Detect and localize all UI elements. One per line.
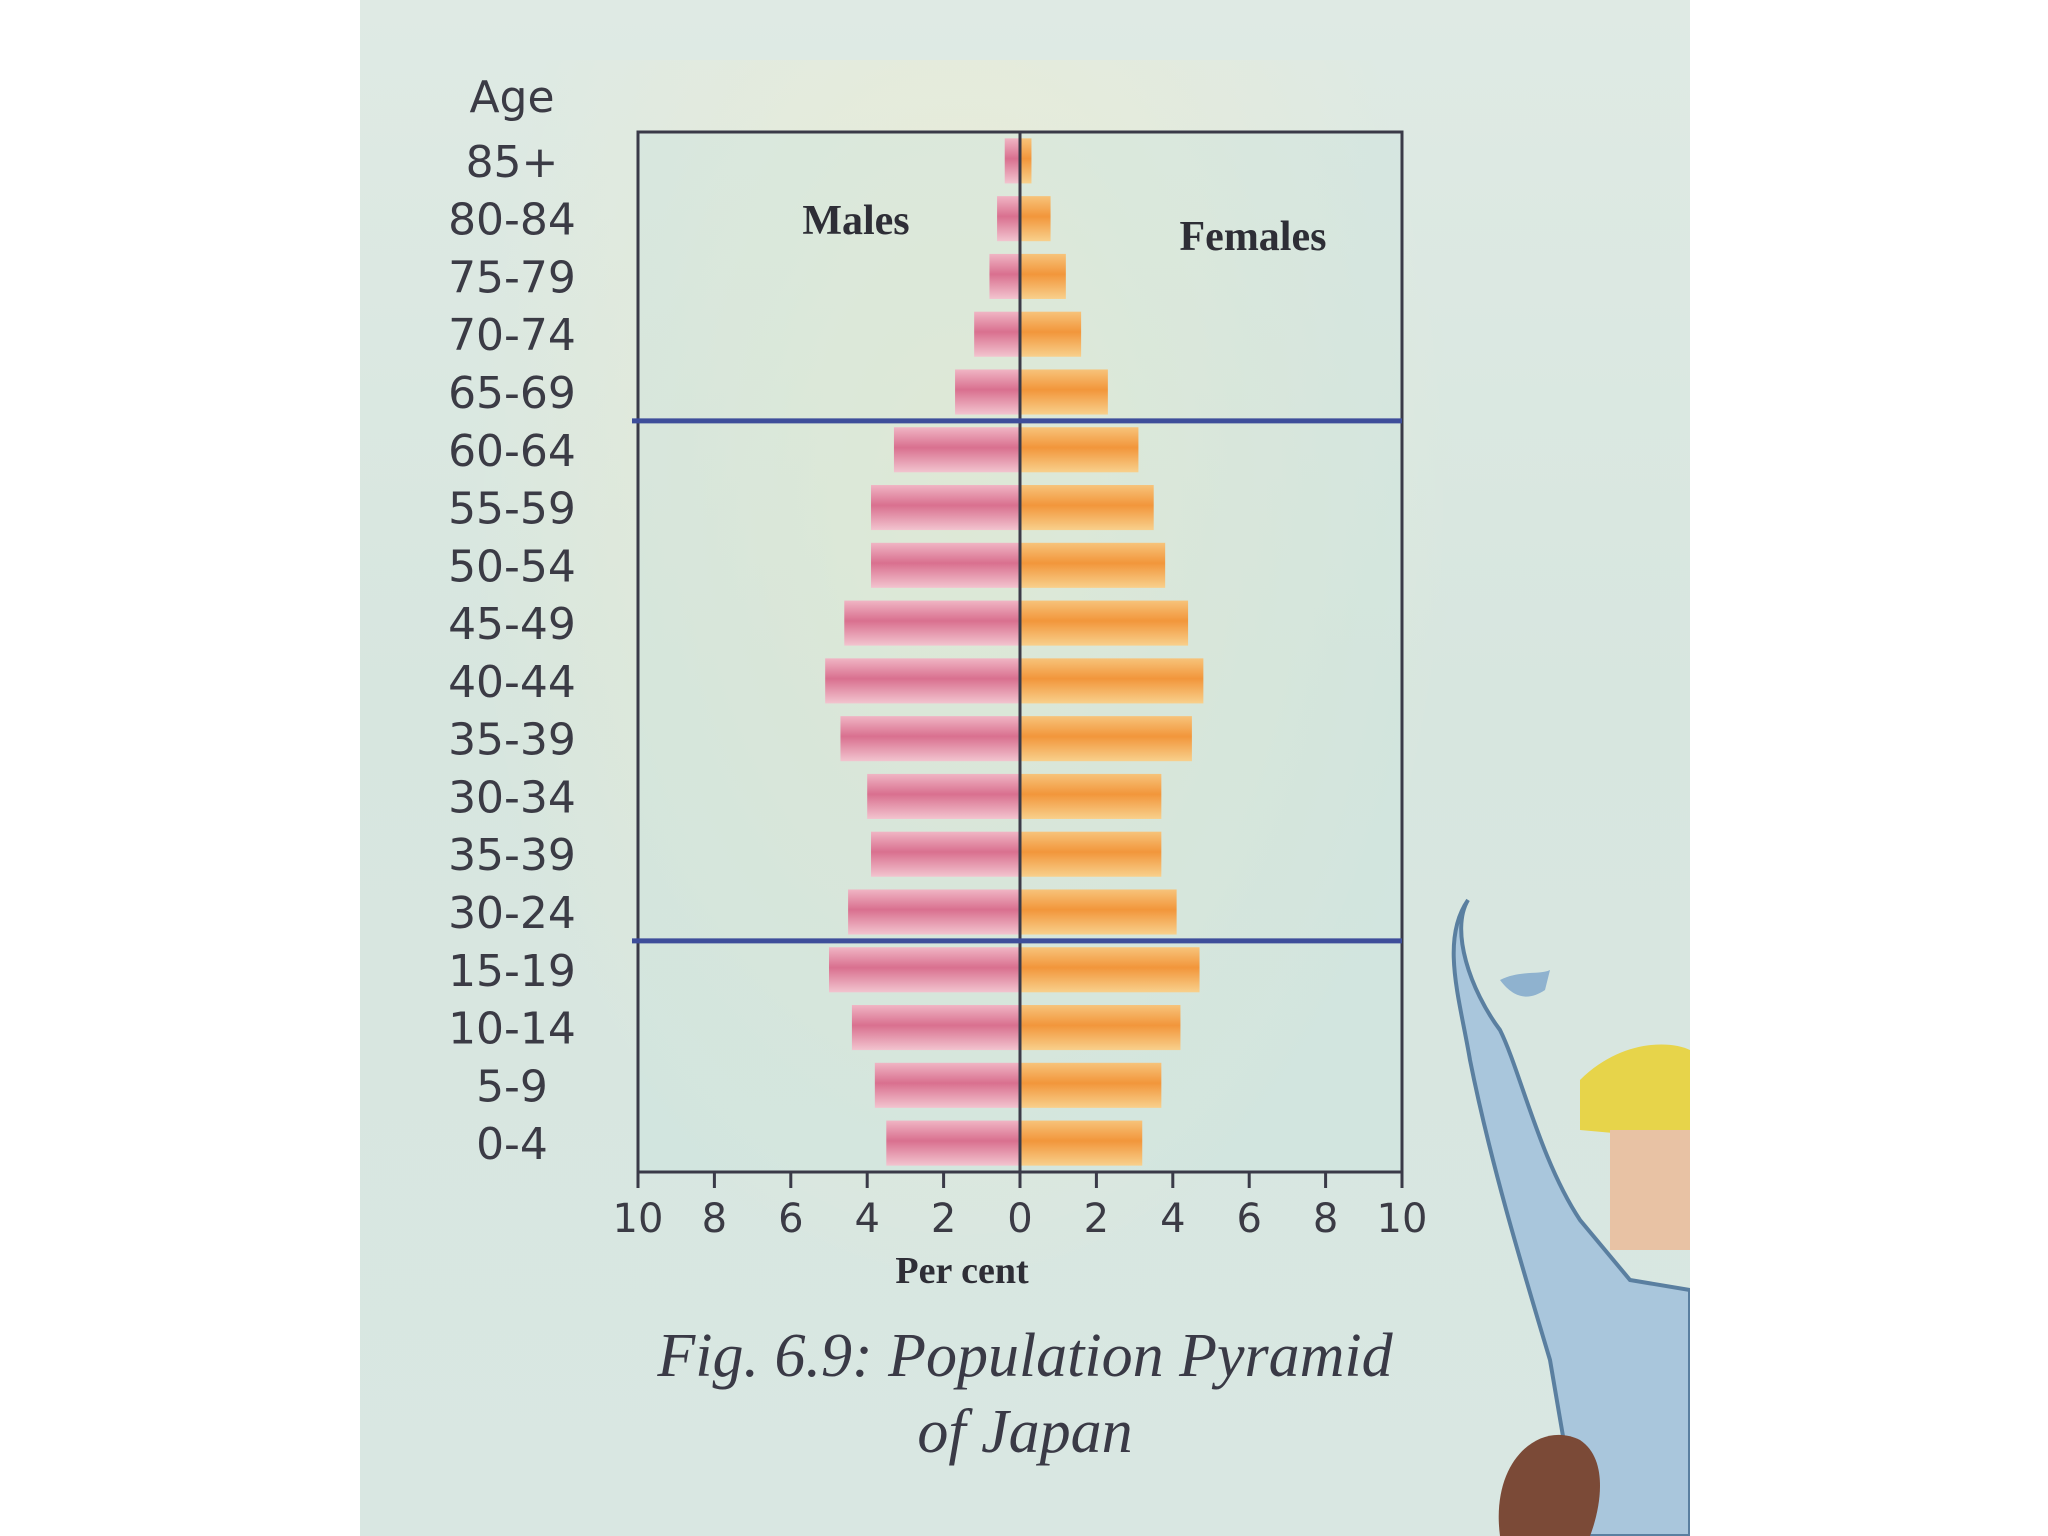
female-bar-7	[1020, 542, 1166, 588]
female-bar-13	[1020, 889, 1177, 935]
female-bar-8	[1020, 600, 1189, 646]
age-group-label: 5-9	[476, 1061, 548, 1112]
age-group-label: 50-54	[448, 541, 576, 592]
x-tick-label: 4	[854, 1196, 879, 1242]
female-bar-9	[1020, 658, 1204, 704]
male-bar-4	[955, 369, 1020, 415]
x-tick-label: 10	[1377, 1196, 1428, 1242]
caption-line-1: Fig. 6.9: Population Pyramid	[657, 1322, 1393, 1390]
female-bar-10	[1020, 716, 1192, 762]
caption-line-2: of Japan	[917, 1398, 1133, 1466]
female-bar-0	[1020, 138, 1032, 184]
figure-caption: Fig. 6.9: Population Pyramid of Japan	[360, 1318, 1690, 1470]
x-tick-label: 8	[1313, 1196, 1338, 1242]
x-axis-title: Per cent	[895, 1250, 1029, 1292]
face-shape	[1610, 1130, 1690, 1250]
female-bar-14	[1020, 947, 1200, 993]
x-tick-label: 4	[1160, 1196, 1185, 1242]
male-bar-8	[844, 600, 1020, 646]
male-bar-6	[871, 485, 1020, 531]
female-bar-16	[1020, 1062, 1162, 1108]
x-tick-label: 10	[613, 1196, 664, 1242]
male-bar-13	[848, 889, 1020, 935]
female-bar-5	[1020, 427, 1139, 473]
age-group-label: 40-44	[448, 657, 576, 708]
male-bar-0	[1004, 138, 1020, 184]
male-bar-7	[871, 542, 1020, 588]
male-bar-14	[829, 947, 1020, 993]
male-bar-16	[874, 1062, 1020, 1108]
age-group-label: 35-39	[448, 715, 576, 766]
population-pyramid-chart: Age Per cent Males Females 85+ 80-84 75-79…	[448, 72, 1428, 1292]
male-bar-5	[893, 427, 1020, 473]
x-tick-label: 2	[1084, 1196, 1109, 1242]
age-group-label: 0-4	[476, 1119, 548, 1170]
female-bar-11	[1020, 773, 1162, 819]
age-group-label: 55-59	[448, 484, 576, 535]
age-group-label: 60-64	[448, 426, 576, 477]
age-group-label: 10-14	[448, 1004, 576, 1055]
female-bar-12	[1020, 831, 1162, 877]
hair-shape	[1498, 1434, 1600, 1536]
x-tick-label: 6	[1236, 1196, 1261, 1242]
age-group-label: 30-34	[448, 772, 576, 823]
female-bar-1	[1020, 196, 1051, 242]
age-group-label: 35-39	[448, 830, 576, 881]
male-bar-9	[825, 658, 1020, 704]
female-bar-4	[1020, 369, 1108, 415]
x-tick-label: 6	[778, 1196, 803, 1242]
hand-shape	[1500, 970, 1550, 997]
males-label: Males	[802, 198, 909, 244]
x-tick-label: 8	[702, 1196, 727, 1242]
age-group-label: 15-19	[448, 946, 576, 997]
female-bar-3	[1020, 311, 1082, 357]
age-group-label: 30-24	[448, 888, 576, 939]
male-bar-1	[997, 196, 1020, 242]
male-bar-15	[851, 1005, 1020, 1051]
female-bar-15	[1020, 1005, 1181, 1051]
age-group-label: 75-79	[448, 252, 576, 303]
y-axis-title: Age	[469, 72, 554, 123]
female-bar-6	[1020, 485, 1154, 531]
female-bar-2	[1020, 253, 1066, 299]
male-bar-17	[886, 1120, 1020, 1166]
male-bar-3	[974, 311, 1020, 357]
age-group-label: 70-74	[448, 310, 576, 361]
age-group-label: 45-49	[448, 599, 576, 650]
age-group-label: 65-69	[448, 368, 576, 419]
age-group-label: 85+	[466, 137, 559, 188]
helmet-shape	[1580, 1044, 1690, 1140]
x-tick-label: 2	[931, 1196, 956, 1242]
females-label: Females	[1180, 214, 1327, 260]
male-bar-11	[867, 773, 1020, 819]
male-bar-12	[871, 831, 1020, 877]
male-bar-2	[989, 253, 1020, 299]
x-tick-label: 0	[1007, 1196, 1032, 1242]
cartoon-person-illustration	[1451, 898, 1690, 1536]
age-group-label: 80-84	[448, 195, 576, 246]
female-bar-17	[1020, 1120, 1143, 1166]
male-bar-10	[840, 716, 1020, 762]
textbook-page: Age Per cent Males Females 85+ 80-84 75-79…	[360, 0, 1690, 1536]
